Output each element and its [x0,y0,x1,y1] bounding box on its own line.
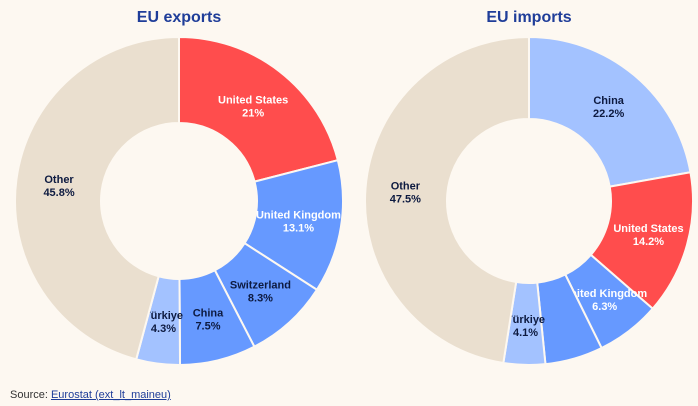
slice-value: 22.2% [593,108,624,120]
slice-value: 4.3% [151,323,176,335]
slice-name: Switzerland [230,279,291,291]
slice-value: 8.3% [248,292,273,304]
slice-other [364,35,530,365]
chart-title: EU exports [137,9,222,26]
slice-label-china: China 7.5% [193,307,224,332]
slice-name: United Kingdom [256,209,341,221]
slice-label-tu-rkiye: Türkiye 4.1% [506,314,545,339]
slice-label-united-kingdom: United Kingdom 13.1% [256,209,341,234]
slice-name: United States [613,223,683,235]
slice-value: 7.5% [195,320,220,332]
slice-name: United Kingdom [562,288,647,300]
source-prefix: Source: [10,389,51,401]
slice-label-china: China 22.2% [593,95,625,120]
donut-chart-eu-exports: EU exports United States 21% United Kingdom… [14,9,344,367]
slice-name: Other [391,180,421,192]
slice-label-switzerland: Switzerland 8.3% [230,279,291,304]
slice-label-other: Other 47.5% [390,180,421,205]
slice-value: 47.5% [390,193,421,205]
slice-other [14,35,180,361]
slice-label-tu-rkiye: Türkiye 4.3% [144,310,183,335]
slice-name: China [593,95,624,107]
slice-label-united-states: United States 21% [218,94,288,119]
source-note: Source: Eurostat (ext_lt_maineu) [10,389,171,401]
slice-united-states [178,35,340,183]
slice-name: Other [44,174,74,186]
slice-label-united-kingdom: United Kingdom 6.3% [562,288,647,313]
slice-value: 13.1% [283,222,314,234]
slice-name: United States [218,94,288,106]
slice-label-other: Other 45.8% [43,174,74,199]
slice-value: 21% [242,107,264,119]
slice-value: 4.1% [513,327,538,339]
slice-name: China [193,307,224,319]
slice-label-united-states: United States 14.2% [613,223,683,248]
slice-name: Türkiye [144,310,183,322]
slice-name: Türkiye [506,314,545,326]
slice-value: 14.2% [633,236,664,248]
slice-value: 6.3% [592,301,617,313]
slice-value: 45.8% [43,187,74,199]
slice-china [528,35,692,188]
chart-title: EU imports [486,9,571,26]
source-link[interactable]: Eurostat (ext_lt_maineu) [50,389,171,401]
